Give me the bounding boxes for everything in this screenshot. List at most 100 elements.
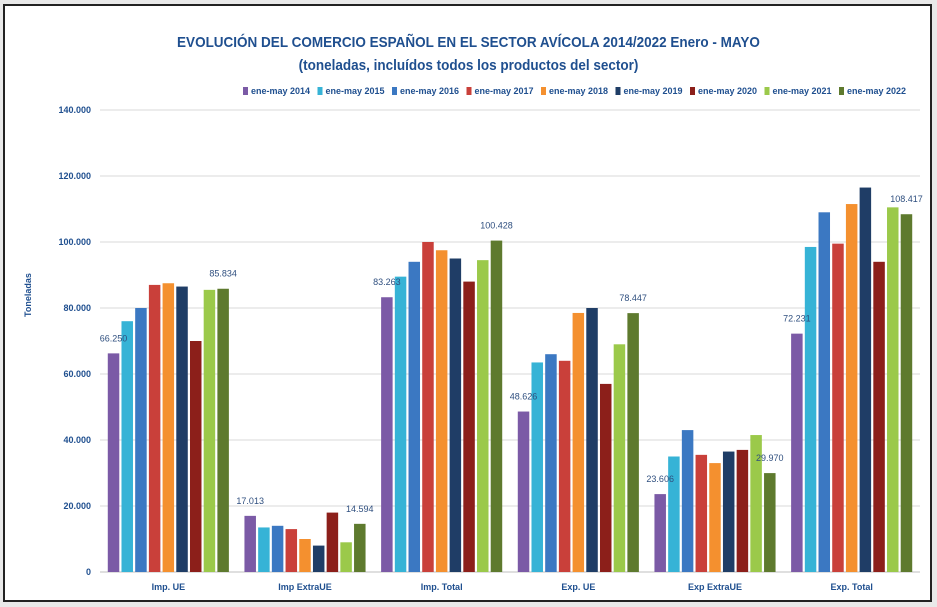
bar (558, 360, 571, 572)
bar (627, 313, 639, 572)
legend-swatch (466, 87, 472, 95)
data-label: 72.231 (783, 314, 811, 324)
data-label: 66.250 (100, 333, 128, 343)
legend-label: ene-may 2017 (475, 86, 534, 96)
bar (832, 243, 844, 572)
bar (299, 539, 311, 572)
bar (654, 494, 666, 572)
legend-swatch (317, 87, 323, 95)
bar (121, 321, 133, 572)
bar (517, 411, 530, 572)
bar (722, 451, 735, 572)
data-label: 78.447 (619, 293, 647, 303)
legend-swatch (392, 87, 397, 95)
bar (258, 527, 270, 572)
data-label: 14.594 (346, 504, 374, 514)
legend-label: ene-may 2015 (326, 86, 385, 96)
y-tick-label: 100.000 (58, 237, 91, 247)
bar (764, 473, 776, 572)
bar (490, 240, 503, 573)
bar (709, 463, 721, 572)
x-tick-label: Imp ExtraUE (278, 582, 332, 592)
bar (900, 214, 913, 572)
y-tick-label: 0 (86, 567, 91, 577)
data-label: 100.428 (480, 221, 513, 231)
x-tick-label: Imp. UE (152, 582, 186, 592)
data-label: 17.013 (236, 496, 264, 506)
legend-swatch (690, 87, 695, 95)
bar (107, 353, 120, 572)
bar (381, 297, 393, 572)
data-label: 108.417 (890, 194, 923, 204)
data-label: 85.834 (209, 269, 237, 279)
x-tick-label: Imp. Total (421, 582, 463, 592)
bar (599, 383, 612, 572)
bar (354, 523, 366, 572)
bar (189, 341, 202, 572)
legend-label: ene-may 2020 (698, 86, 757, 96)
bar (285, 529, 298, 572)
bar (668, 456, 680, 572)
y-tick-label: 20.000 (63, 501, 91, 511)
x-tick-label: Exp. Total (830, 582, 872, 592)
bar (695, 454, 708, 572)
y-tick-label: 60.000 (63, 369, 91, 379)
bar (176, 286, 188, 572)
bar (271, 525, 284, 572)
bar (887, 207, 899, 572)
legend-swatch (541, 87, 546, 95)
bar (394, 276, 407, 572)
bar (477, 260, 489, 572)
bar (804, 246, 817, 572)
bar (217, 288, 229, 572)
bar (312, 545, 325, 572)
bar (422, 242, 434, 572)
bar (326, 512, 339, 572)
y-tick-label: 40.000 (63, 435, 91, 445)
legend-label: ene-may 2014 (251, 86, 310, 96)
bar (244, 515, 256, 572)
bar (463, 281, 475, 572)
legend-label: ene-may 2016 (400, 86, 459, 96)
data-label: 23.606 (646, 474, 674, 484)
legend-label: ene-may 2021 (773, 86, 832, 96)
bar (750, 435, 762, 572)
bar (791, 333, 803, 572)
x-tick-label: Exp ExtraUE (688, 582, 742, 592)
bar (613, 344, 626, 572)
legend-label: ene-may 2018 (549, 86, 608, 96)
legend-swatch (243, 87, 248, 95)
bar (873, 261, 885, 572)
chart-title: EVOLUCIÓN DEL COMERCIO ESPAÑOL EN EL SEC… (177, 34, 760, 51)
chart-subtitle: (toneladas, incluídos todos los producto… (298, 57, 639, 74)
bar (408, 261, 421, 572)
legend-swatch (839, 87, 844, 95)
x-tick-label: Exp. UE (561, 582, 595, 592)
bar (531, 362, 543, 572)
bar (135, 308, 147, 572)
bar (736, 449, 749, 572)
legend-swatch (764, 87, 770, 95)
bar (845, 204, 858, 573)
legend-label: ene-may 2022 (847, 86, 906, 96)
data-label: 83.263 (373, 277, 401, 287)
data-label: 29.970 (756, 453, 784, 463)
bar (449, 258, 462, 572)
bar (435, 250, 448, 572)
bar (681, 430, 694, 572)
data-label: 48.626 (510, 392, 538, 402)
bar (162, 283, 175, 572)
legend-label: ene-may 2019 (624, 86, 683, 96)
y-tick-label: 140.000 (58, 105, 91, 115)
bar (545, 354, 557, 572)
bar (818, 212, 831, 573)
bar (586, 308, 598, 572)
y-tick-label: 120.000 (58, 171, 91, 181)
y-tick-label: 80.000 (63, 303, 91, 313)
bar (572, 312, 585, 572)
bar (148, 284, 161, 572)
bar (340, 542, 352, 572)
bar (859, 187, 872, 573)
bar (203, 289, 216, 572)
